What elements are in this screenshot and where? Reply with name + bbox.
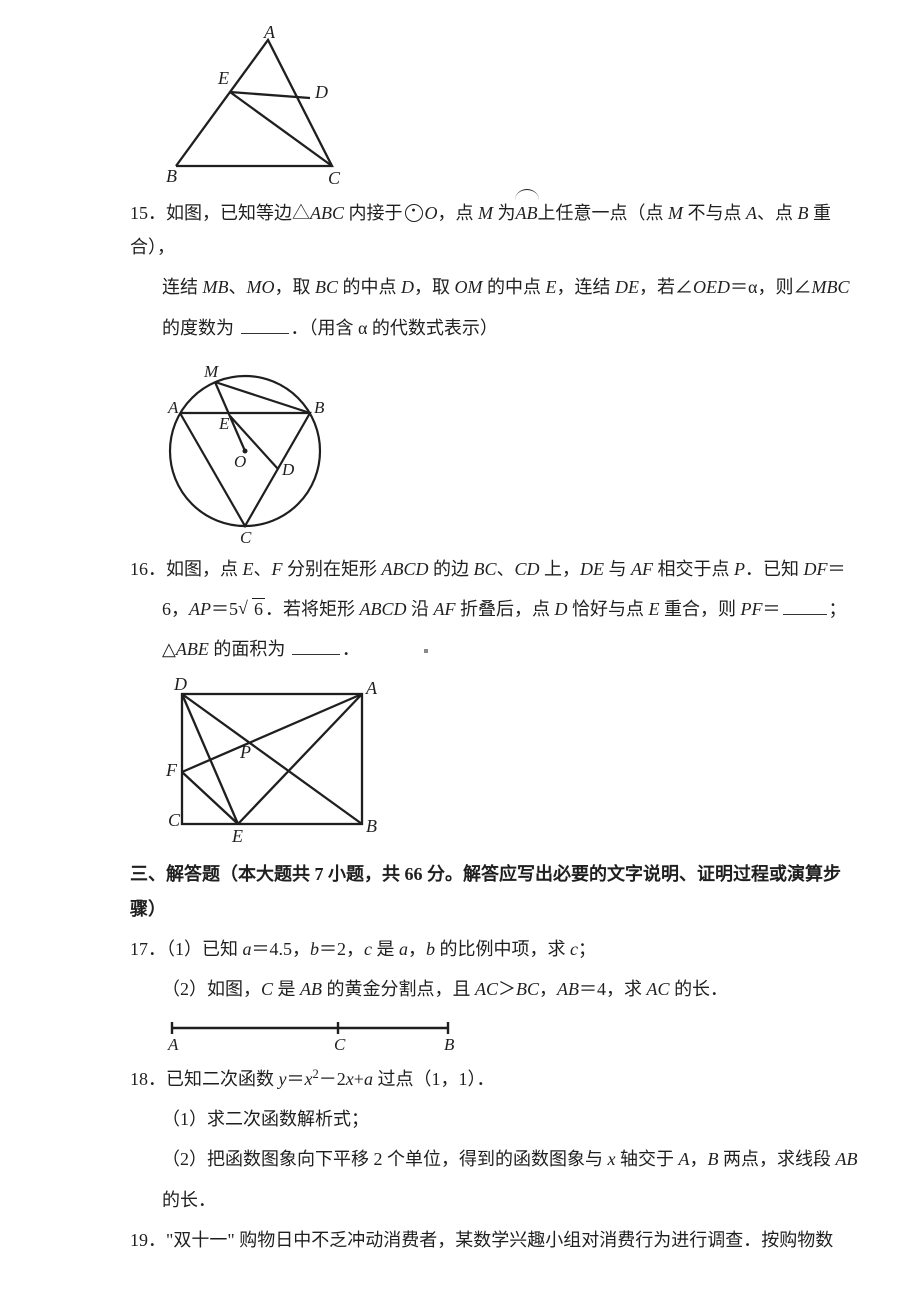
blank-q16a: [783, 596, 827, 615]
q15-l3: 的度数为 ．（用含 α 的代数式表示）: [130, 311, 860, 345]
fig14: A B C D E: [160, 26, 860, 190]
blank-q16b: [292, 636, 340, 655]
fig16-C: C: [168, 810, 181, 830]
fig17: A C B: [160, 1012, 860, 1056]
q18: 18．已知二次函数 y＝x2－2x+a 过点（1，1）．: [130, 1062, 860, 1096]
q15-num: 15．: [130, 203, 166, 223]
q18-num: 18．: [130, 1069, 166, 1089]
fig14-label-E: E: [217, 68, 229, 88]
fig14-label-A: A: [263, 26, 276, 42]
q18-p3: 的长．: [130, 1183, 860, 1217]
fig16-F: F: [165, 760, 178, 780]
fig14-label-C: C: [328, 168, 341, 188]
fig15-C: C: [240, 528, 252, 546]
fig15: A B C M O D E: [160, 351, 860, 546]
fig15-M: M: [203, 362, 219, 381]
fig15-E: E: [218, 414, 230, 433]
fig15-O: O: [234, 452, 246, 471]
q17-num: 17．: [130, 939, 166, 959]
fig16: D A C B F E P: [160, 672, 860, 847]
q15-l2: 连结 MB、MO，取 BC 的中点 D，取 OM 的中点 E，连结 DE，若∠O…: [130, 270, 860, 304]
fig16-E: E: [231, 826, 243, 846]
q16-num: 16．: [130, 559, 166, 579]
fig14-label-B: B: [166, 166, 177, 186]
dot-icon: [424, 649, 428, 653]
fig17-B: B: [444, 1035, 455, 1054]
fig15-D: D: [281, 460, 295, 479]
q17-p2: （2）如图，C 是 AB 的黄金分割点，且 AC＞BC，AB＝4，求 AC 的长…: [130, 972, 860, 1006]
q16: 16．如图，点 E、F 分别在矩形 ABCD 的边 BC、CD 上，DE 与 A…: [130, 552, 860, 586]
q15: 15．如图，已知等边△ABC 内接于O，点 M 为AB上任意一点（点 M 不与点…: [130, 196, 860, 264]
fig14-label-D: D: [314, 82, 328, 102]
q19: 19．"双十一" 购物日中不乏冲动消费者，某数学兴趣小组对消费行为进行调查．按购…: [130, 1223, 860, 1257]
arc-AB: AB: [516, 196, 538, 230]
fig16-D: D: [173, 674, 187, 694]
fig16-A: A: [365, 678, 378, 698]
q17: 17．（1）已知 a＝4.5，b＝2，c 是 a，b 的比例中项，求 c；: [130, 932, 860, 966]
sqrt-icon: 6: [238, 592, 265, 626]
fig15-B: B: [314, 398, 325, 417]
q18-p1: （1）求二次函数解析式；: [130, 1102, 860, 1136]
circle-icon: [405, 204, 423, 222]
q19-num: 19．: [130, 1230, 166, 1250]
q16-l2: 6，AP＝56．若将矩形 ABCD 沿 AF 折叠后，点 D 恰好与点 E 重合…: [130, 592, 860, 626]
fig16-B: B: [366, 816, 377, 836]
fig17-C: C: [334, 1035, 346, 1054]
fig17-A: A: [167, 1035, 179, 1054]
q18-p2: （2）把函数图象向下平移 2 个单位，得到的函数图象与 x 轴交于 A，B 两点…: [130, 1142, 860, 1176]
fig16-P: P: [239, 742, 251, 762]
q16-l3: △ABE 的面积为 ．: [130, 632, 860, 666]
fig15-A: A: [167, 398, 179, 417]
section3-heading: 三、解答题（本大题共 7 小题，共 66 分。解答应写出必要的文字说明、证明过程…: [130, 857, 860, 925]
blank-q15: [241, 315, 289, 334]
